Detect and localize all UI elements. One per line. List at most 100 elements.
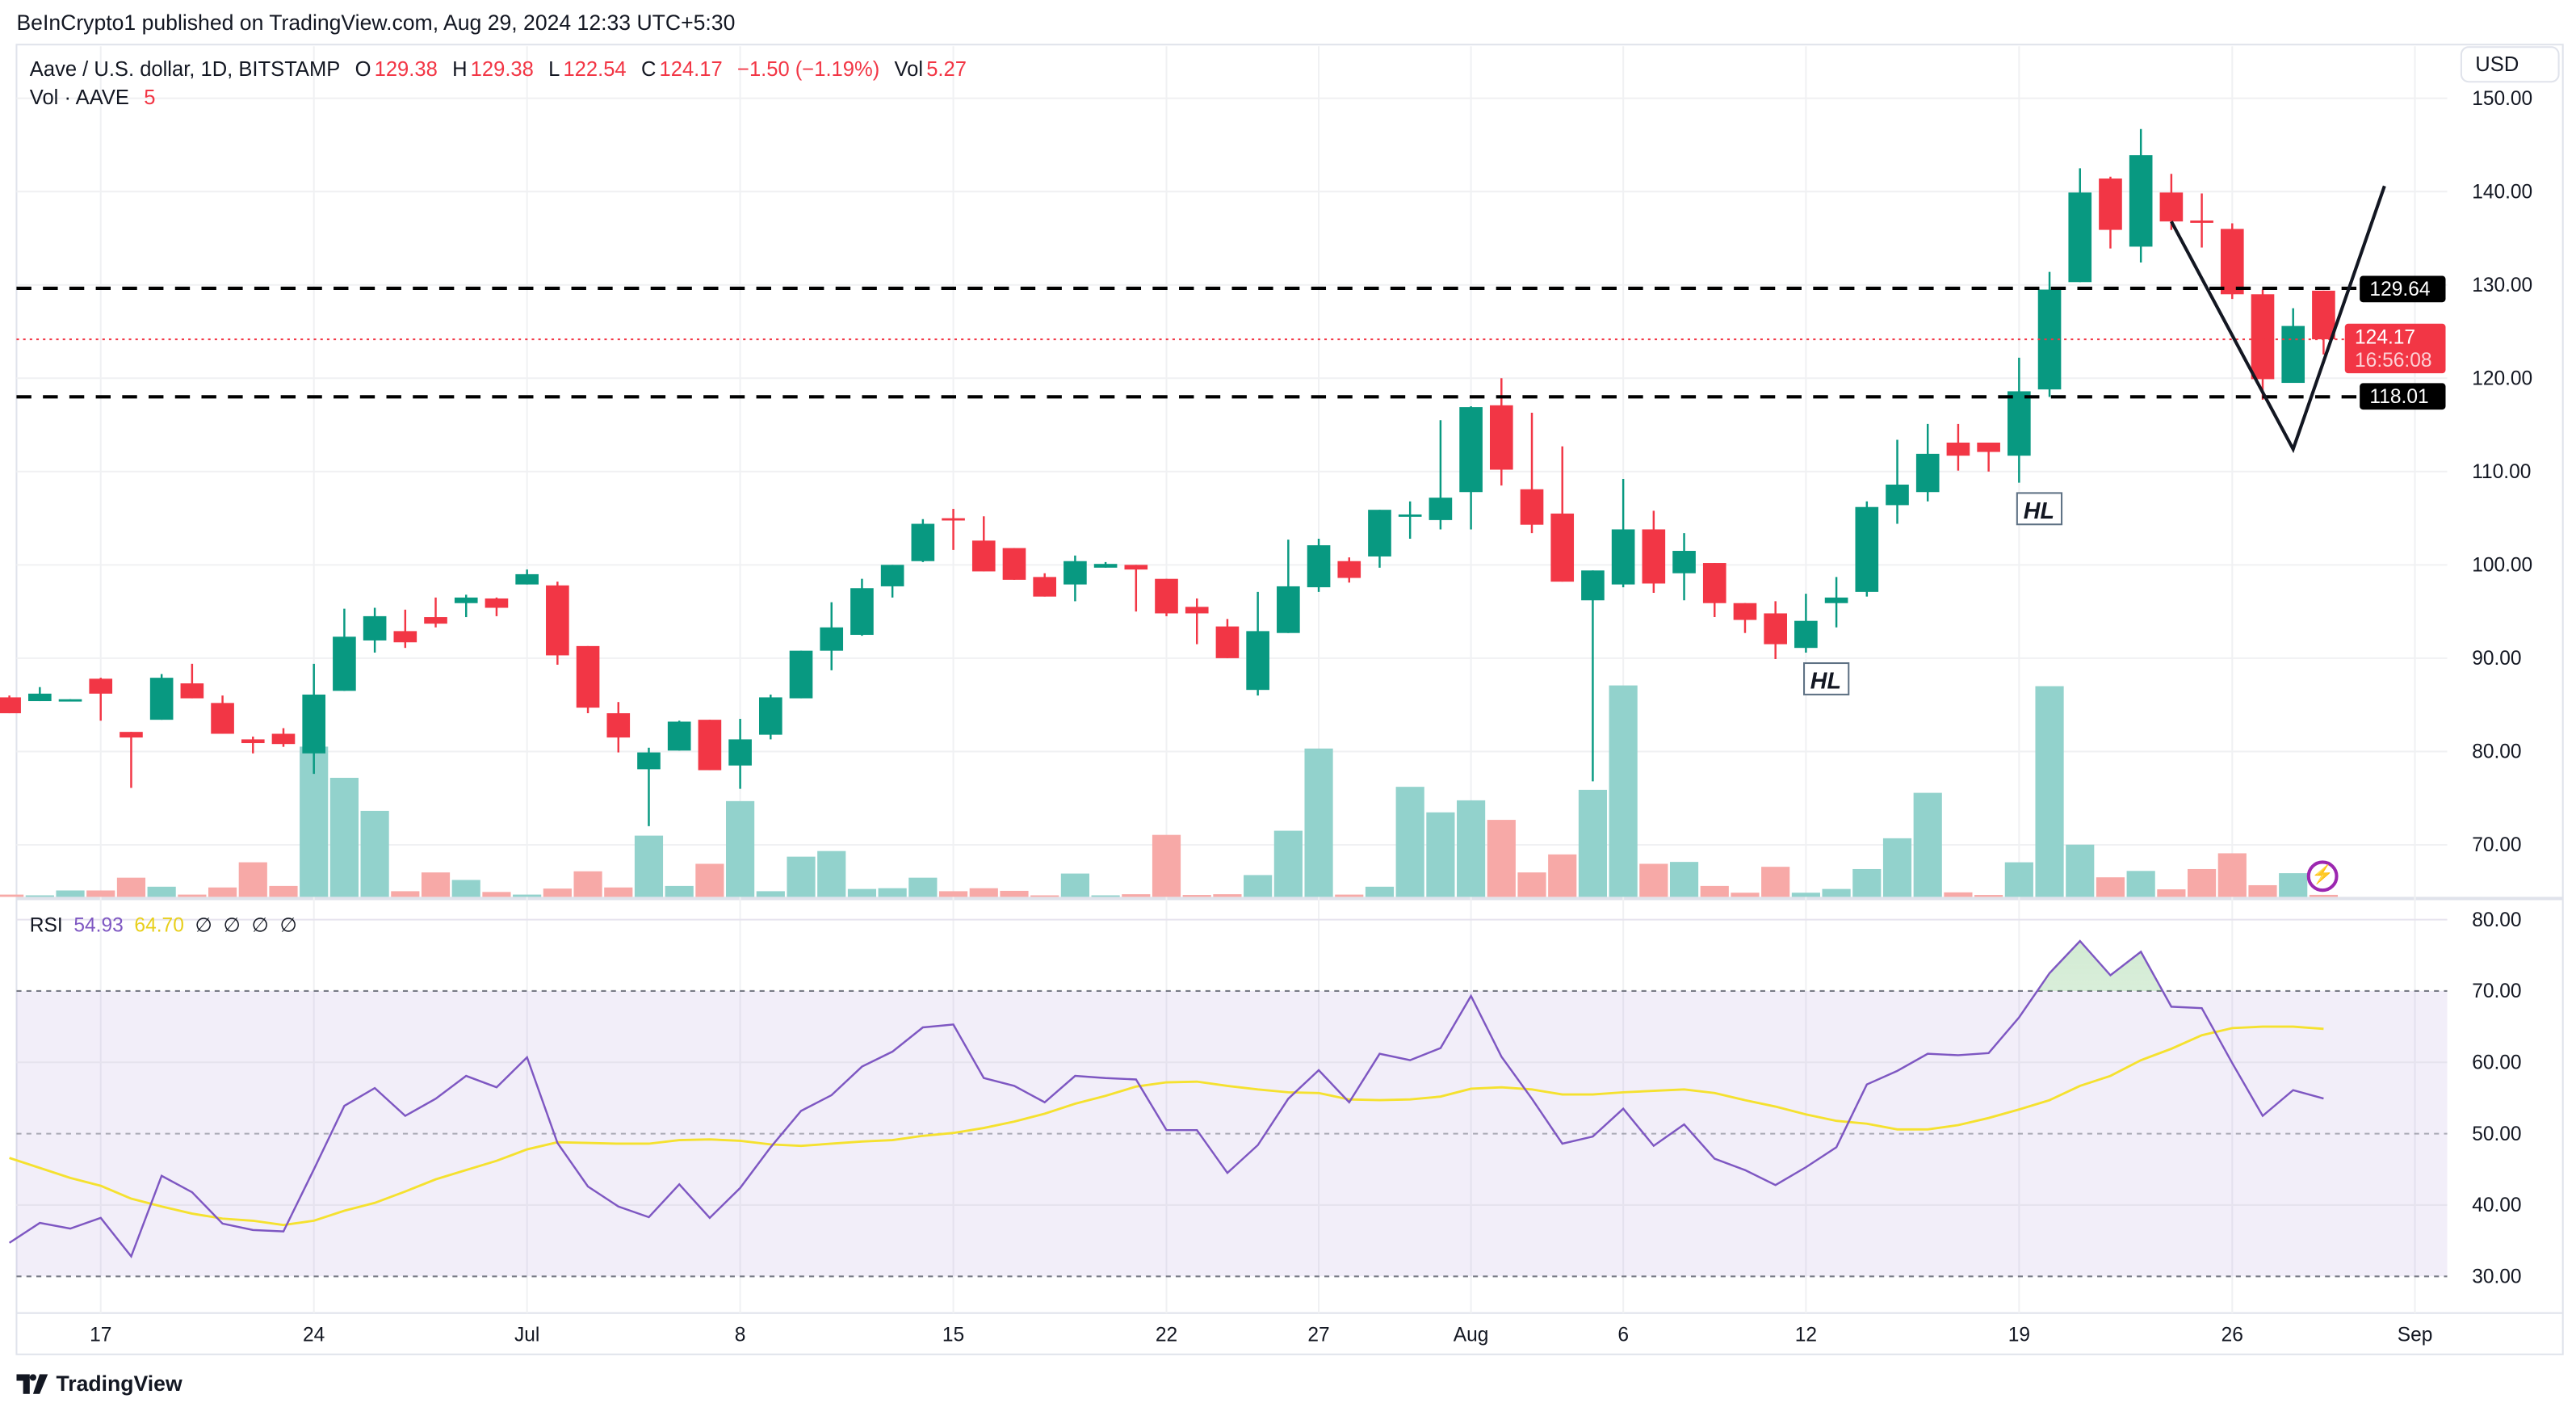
candle bbox=[942, 509, 965, 550]
low-label: L bbox=[548, 57, 560, 82]
candle-body bbox=[2190, 220, 2213, 223]
drawn-trend-path bbox=[2170, 185, 2386, 454]
candle-body bbox=[1185, 607, 1209, 614]
hl-annotation[interactable]: HL bbox=[1802, 662, 1849, 696]
rsi-tick-label: 50.00 bbox=[2472, 1124, 2521, 1145]
volume-bar bbox=[726, 800, 755, 897]
volume-bar bbox=[1639, 863, 1668, 897]
volume-study-value: 5 bbox=[144, 86, 156, 109]
candle-body bbox=[2251, 294, 2275, 380]
candle-body bbox=[1886, 484, 1909, 506]
time-tick-label: 22 bbox=[1156, 1324, 1177, 1346]
candle-body bbox=[454, 597, 478, 603]
candle bbox=[1064, 555, 1087, 602]
candle bbox=[1185, 598, 1209, 645]
hl-annotation[interactable]: HL bbox=[2016, 492, 2062, 526]
volume-bar bbox=[543, 888, 572, 897]
candle-body bbox=[58, 699, 82, 702]
candle-body bbox=[1398, 514, 1422, 517]
candle bbox=[424, 597, 447, 628]
candle bbox=[302, 663, 326, 775]
candle-body bbox=[180, 683, 204, 699]
rsi-ma-value: 64.70 bbox=[134, 913, 184, 937]
candle-body bbox=[2312, 290, 2335, 340]
candle-body bbox=[0, 697, 21, 714]
published-caption: BeInCrypto1 published on TradingView.com… bbox=[16, 10, 736, 35]
low-value: 122.54 bbox=[563, 57, 627, 82]
time-tick-label: 15 bbox=[942, 1324, 964, 1346]
rsi-tick-label: 40.00 bbox=[2472, 1195, 2521, 1216]
currency-button[interactable]: USD bbox=[2460, 46, 2560, 83]
rsi-tick-label: 30.00 bbox=[2472, 1266, 2521, 1287]
candle bbox=[1337, 557, 1361, 583]
brand-name: TradingView bbox=[56, 1371, 183, 1396]
tradingview-logo[interactable]: TradingView bbox=[16, 1371, 183, 1396]
candle-body bbox=[1824, 597, 1848, 603]
volume-bar bbox=[360, 810, 389, 897]
time-tick-label: 27 bbox=[1307, 1324, 1329, 1346]
candle bbox=[2281, 308, 2305, 384]
volume-bar bbox=[1244, 875, 1273, 897]
volume-bar bbox=[1578, 789, 1608, 897]
candle bbox=[1368, 510, 1391, 568]
candle-body bbox=[1277, 586, 1300, 633]
candle bbox=[1794, 594, 1818, 653]
last-price-value: 124.17 bbox=[2355, 326, 2416, 350]
volume-bar bbox=[1761, 867, 1790, 897]
candle bbox=[1246, 591, 1269, 696]
volume-bar bbox=[1213, 894, 1242, 897]
candle-body bbox=[2129, 155, 2153, 247]
rsi-overbought-fill bbox=[9, 941, 2324, 991]
candle bbox=[1886, 439, 1909, 524]
candle bbox=[1642, 510, 1666, 594]
volume-bar bbox=[1852, 868, 1882, 897]
candle bbox=[2190, 193, 2213, 248]
candle bbox=[271, 728, 296, 747]
candle bbox=[1977, 443, 2000, 472]
volume-bar bbox=[2004, 862, 2033, 897]
volume-bar bbox=[1822, 888, 1851, 897]
candle bbox=[1002, 548, 1026, 580]
candle bbox=[2312, 290, 2335, 355]
candle bbox=[1672, 533, 1696, 601]
volume-bar bbox=[2035, 686, 2064, 897]
volume-bar bbox=[178, 894, 207, 897]
price-tick-label: 100.00 bbox=[2472, 555, 2532, 577]
change-value: −1.50 (−1.19%) bbox=[737, 57, 880, 82]
volume-bar bbox=[86, 890, 115, 897]
volume-study-legend[interactable]: Vol · AAVE 5 bbox=[30, 86, 159, 109]
volume-bar bbox=[391, 891, 420, 897]
candle-body bbox=[942, 518, 965, 521]
lightning-icon[interactable]: ⚡ bbox=[2306, 860, 2339, 892]
candle-body bbox=[1977, 443, 2000, 452]
price-tick-label: 70.00 bbox=[2472, 834, 2521, 856]
symbol-title[interactable]: Aave / U.S. dollar, 1D, BITSTAMP bbox=[29, 57, 341, 82]
candle bbox=[1764, 601, 1787, 660]
time-tick-label: 6 bbox=[1617, 1324, 1629, 1346]
na-value: ∅ bbox=[195, 913, 212, 937]
high-value: 129.38 bbox=[470, 57, 534, 82]
volume-bar bbox=[969, 888, 998, 897]
candle-body bbox=[333, 636, 356, 691]
volume-bar bbox=[25, 895, 54, 897]
candle bbox=[2037, 271, 2062, 397]
candle-body bbox=[1429, 498, 1453, 520]
tradingview-logo-icon bbox=[16, 1373, 48, 1393]
rsi-tick-label: 70.00 bbox=[2472, 981, 2521, 1002]
candle bbox=[89, 678, 113, 721]
candle bbox=[120, 732, 143, 788]
volume-value: 5.27 bbox=[926, 57, 967, 82]
candle bbox=[1459, 405, 1483, 530]
volume-bar bbox=[1731, 892, 1760, 897]
candle bbox=[1702, 563, 1726, 618]
candle bbox=[789, 650, 813, 699]
candle bbox=[393, 609, 417, 649]
candle-body bbox=[1459, 407, 1483, 493]
rsi-legend[interactable]: RSI 54.93 64.70 ∅ ∅ ∅ ∅ bbox=[30, 914, 297, 937]
open-value: 129.38 bbox=[374, 57, 438, 82]
volume-study-label: Vol · AAVE bbox=[29, 86, 129, 109]
candle-body bbox=[1520, 489, 1544, 525]
candle-body bbox=[546, 585, 569, 656]
